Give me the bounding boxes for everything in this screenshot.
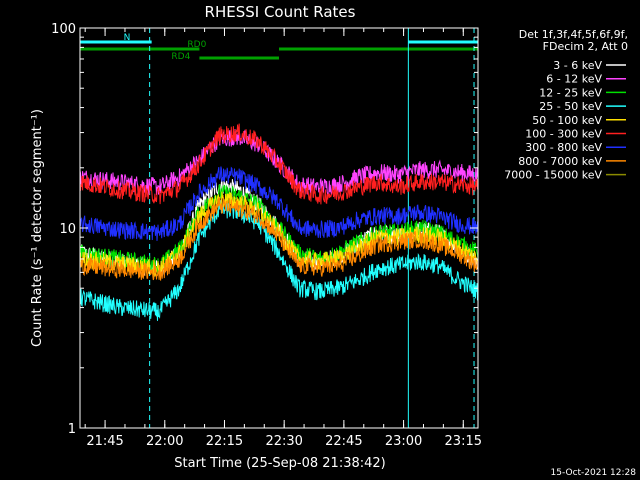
legend-label-7: 800 - 7000 keV	[518, 155, 602, 168]
chart-title: RHESSI Count Rates	[205, 3, 356, 21]
x-tick-label-3: 22:30	[265, 434, 302, 449]
flag-layer: N RD0 RD4	[80, 33, 478, 62]
series-layer	[79, 123, 479, 321]
flag-label-1: RD0	[187, 40, 206, 50]
x-tick-label-6: 23:15	[445, 434, 482, 449]
y-tick-label-0: 1	[68, 422, 76, 437]
legend-label-0: 3 - 6 keV	[553, 59, 602, 72]
legend-label-6: 300 - 800 keV	[525, 141, 602, 154]
legend-label-8: 7000 - 15000 keV	[504, 169, 602, 182]
x-tick-label-0: 21:45	[86, 434, 123, 449]
x-tick-label-5: 23:00	[385, 434, 422, 449]
x-tick-label-4: 22:45	[325, 434, 362, 449]
legend-label-5: 100 - 300 keV	[525, 128, 602, 141]
legend-header-1: FDecim 2, Att 0	[543, 40, 628, 53]
flag-label-2: RD4	[171, 52, 190, 62]
flag-label-0: N	[124, 33, 131, 43]
legend: Det 1f,3f,4f,5f,6f,9f,FDecim 2, Att 0 3 -…	[504, 28, 628, 182]
y-tick-label-1: 10	[59, 222, 76, 237]
legend-header-0: Det 1f,3f,4f,5f,6f,9f,	[519, 28, 628, 41]
legend-label-1: 6 - 12 keV	[546, 73, 602, 86]
legend-label-2: 12 - 25 keV	[539, 86, 602, 99]
series-line-7	[79, 196, 479, 281]
series-line-6	[79, 166, 479, 241]
x-tick-label-1: 22:00	[146, 434, 183, 449]
x-axis-label: Start Time (25-Sep-08 21:38:42)	[174, 456, 385, 471]
legend-label-3: 25 - 50 keV	[539, 100, 602, 113]
timestamp: 15-Oct-2021 12:28	[551, 468, 637, 478]
y-axis-label: Count Rate (s⁻¹ detector segment⁻¹)	[30, 109, 45, 347]
legend-label-4: 50 - 100 keV	[532, 114, 602, 127]
x-tick-label-2: 22:15	[206, 434, 243, 449]
series-line-3	[79, 200, 479, 321]
y-tick-label-2: 100	[51, 22, 76, 37]
series-line-5	[79, 123, 479, 205]
tick-layer: 21:45 22:00 22:15 22:30 22:45 23:00 23:15 1 10 10…	[51, 22, 482, 449]
